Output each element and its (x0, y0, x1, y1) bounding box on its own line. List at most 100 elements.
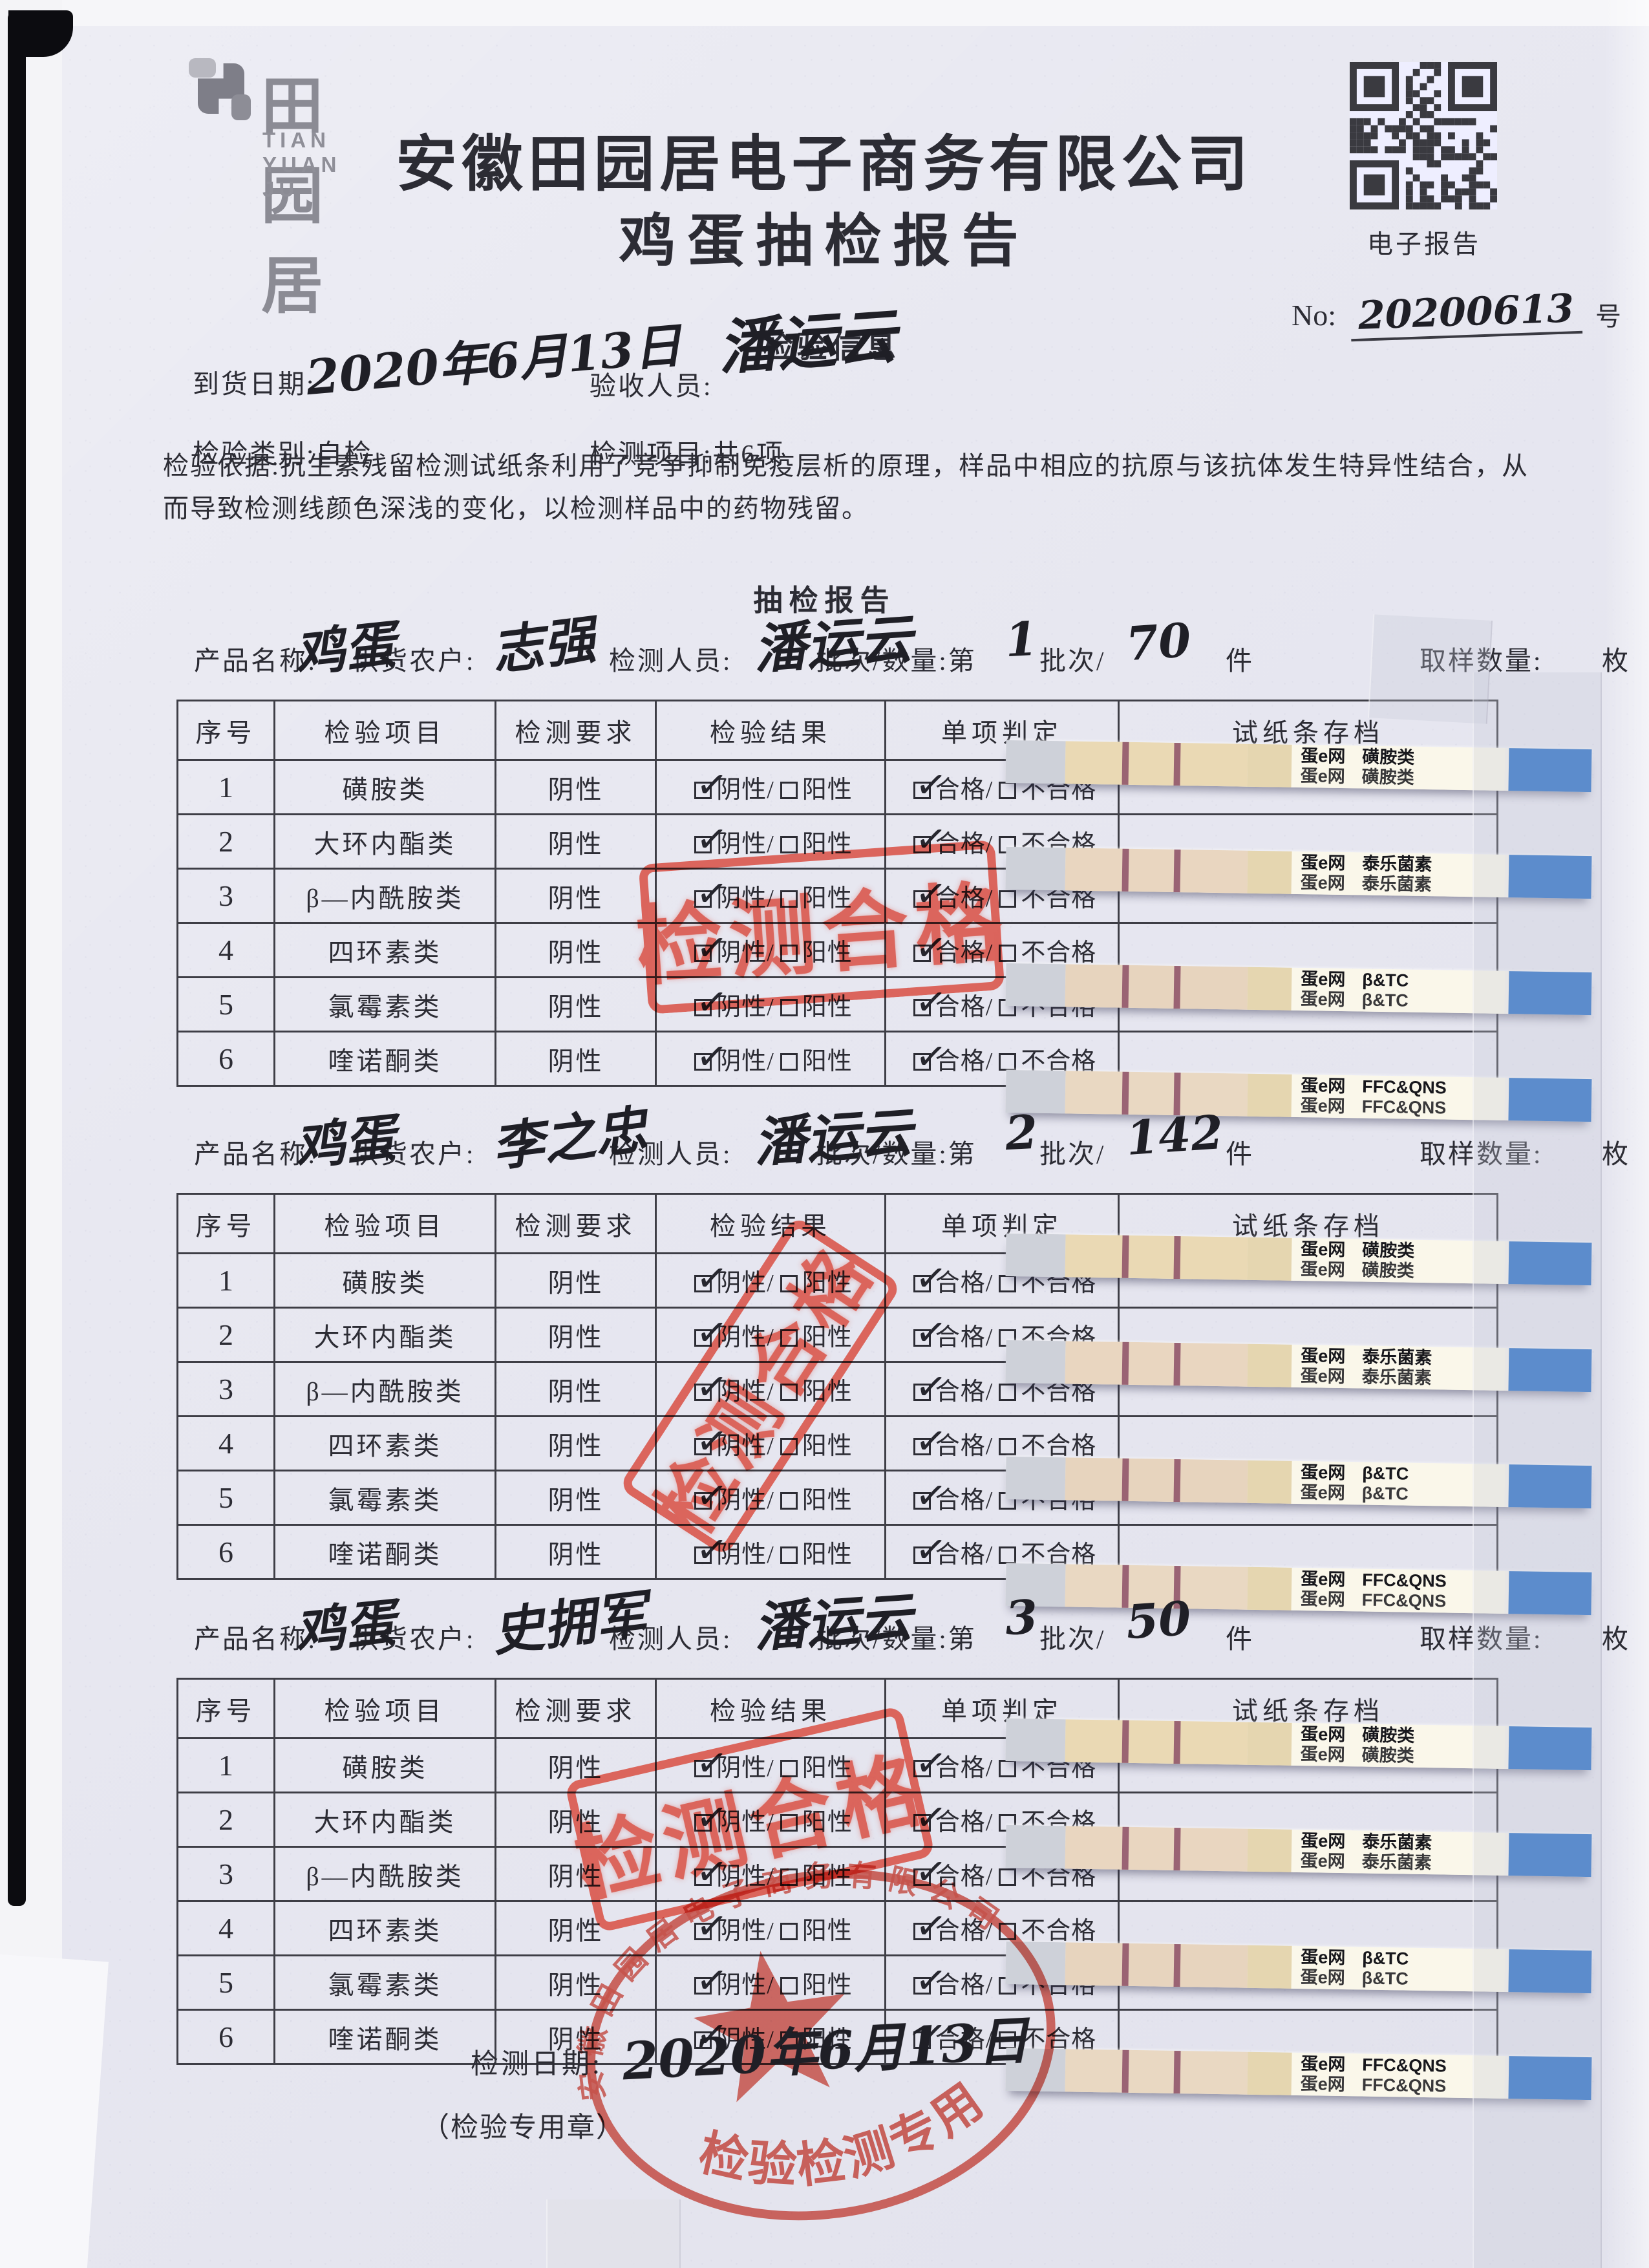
strip-archive-cell (1118, 2009, 1498, 2065)
page-title-company: 安徽田园居电子商务有限公司 (396, 131, 1253, 198)
checkbox-negative-checked (694, 1492, 712, 1510)
batch-section-3: 产品名称: 鸡蛋 供货农户: 史拥军 检测人员: 潘运云 批次/数量:第 3 批… (0, 1584, 1649, 2110)
inspector-signature: 潘运云 (751, 1101, 915, 1175)
result-positive-label: 阳性 (802, 831, 853, 858)
row-number: 6 (176, 1524, 275, 1580)
test-item-name: 磺胺类 (273, 1252, 496, 1309)
scan-shadow-left (8, 12, 26, 1906)
judge-pass-label: 合格/ (935, 1270, 994, 1297)
table-row: 6 喹诺酮类 阴性 阴性/阳性 合格/不合格 (176, 1031, 1498, 1087)
test-item-name: 磺胺类 (273, 759, 496, 815)
table-header-row: 序号 检验项目 检测要求 检验结果 单项判定 试纸条存档 (176, 1193, 1498, 1254)
report-number-value: 20200613 (1349, 285, 1582, 342)
requirement-value: 阴性 (495, 868, 657, 924)
inspector-label: 检测人员: (609, 1139, 732, 1169)
checkbox-fail (999, 945, 1017, 962)
judge-fail-label: 不合格 (1021, 1918, 1097, 1945)
checkbox-pass-checked (913, 999, 931, 1016)
result-cell: 阴性/阳性 (655, 1415, 886, 1471)
row-number: 4 (176, 922, 275, 978)
row-number: 2 (176, 813, 275, 870)
result-negative-label: 阴性/ (716, 994, 774, 1021)
result-negative-label: 阴性/ (716, 939, 774, 967)
result-cell: 阴性/阳性 (655, 868, 886, 924)
round-company-seal: 安徽田园居电子商务有限公司 检验检测专用章 (501, 1822, 1056, 2233)
result-negative-label: 阴性/ (716, 1048, 774, 1075)
batch-fields-line: 产品名称: 鸡蛋 供货农户: 李之忠 检测人员: 潘运云 批次/数量:第 2 批… (0, 1099, 1649, 1192)
test-item-name: β—内酰胺类 (273, 1361, 496, 1417)
judge-pass-label: 合格/ (935, 885, 994, 912)
row-number: 2 (176, 1307, 275, 1363)
checkbox-positive (780, 1053, 798, 1071)
test-item-name: 四环素类 (273, 1415, 496, 1471)
sample-unit-label: 枚 (1602, 646, 1630, 676)
checkbox-positive (780, 836, 798, 853)
col-header-requirement: 检测要求 (495, 700, 657, 761)
strip-archive-cell (1118, 1792, 1498, 1848)
result-positive-label: 阳性 (802, 1755, 853, 1782)
scan-edge-top (0, 0, 1649, 26)
strip-archive-cell (1118, 1470, 1498, 1526)
product-name-value: 鸡蛋 (292, 615, 399, 684)
inspection-item-count: 检测项目:共6项 (590, 439, 785, 469)
test-item-name: 喹诺酮类 (273, 1524, 496, 1580)
judge-pass-label: 合格/ (935, 1433, 994, 1460)
result-positive-label: 阳性 (802, 1378, 853, 1406)
judge-fail-label: 不合格 (1021, 1541, 1097, 1568)
checkbox-fail (999, 1492, 1017, 1510)
batch-quantity-value: 70 (1124, 612, 1193, 672)
result-cell: 阴性/阳性 (655, 813, 886, 870)
requirement-value: 阴性 (495, 1846, 657, 1902)
result-negative-label: 阴性/ (716, 776, 774, 804)
col-header-index: 序号 (176, 700, 275, 761)
test-item-name: 四环素类 (273, 1900, 496, 1956)
checkbox-negative-checked (694, 1546, 712, 1564)
row-number: 3 (176, 868, 275, 924)
pass-stamp: 检测合格 (633, 840, 1011, 1014)
judge-fail-label: 不合格 (1021, 776, 1097, 804)
checkbox-pass-checked (913, 1438, 931, 1455)
test-item-name: 氯霉素类 (273, 1470, 496, 1526)
table-row: 5 氯霉素类 阴性 阴性/阳性 合格/不合格 (176, 1470, 1498, 1526)
checkbox-pass-checked (913, 1760, 931, 1777)
requirement-value: 阴性 (495, 2009, 657, 2065)
checkbox-positive (780, 1546, 798, 1564)
table-row: 1 磺胺类 阴性 阴性/阳性 合格/不合格 (176, 759, 1498, 815)
checkbox-positive (780, 1977, 798, 1995)
checkbox-negative-checked (694, 1275, 712, 1292)
row-number: 3 (176, 1361, 275, 1417)
result-positive-label: 阳性 (802, 1809, 853, 1836)
arrival-date-label: 到货日期: (193, 369, 316, 399)
checkbox-positive (780, 1492, 798, 1510)
judgement-cell: 合格/不合格 (884, 1415, 1120, 1471)
result-cell: 阴性/阳性 (655, 1792, 886, 1848)
product-name-value: 鸡蛋 (292, 1593, 399, 1662)
result-negative-label: 阴性/ (716, 1324, 774, 1351)
col-header-item: 检验项目 (273, 1678, 496, 1739)
requirement-value: 阴性 (495, 1737, 657, 1793)
inspector-label: 检测人员: (609, 646, 732, 676)
result-positive-label: 阳性 (802, 1918, 853, 1945)
checkbox-pass-checked (913, 1053, 931, 1071)
result-positive-label: 阳性 (802, 1270, 853, 1297)
checkbox-positive (780, 1329, 798, 1347)
inspector-label: 检测人员: (609, 1624, 732, 1654)
test-date-label: 检测日期: (471, 2049, 602, 2080)
strip-archive-cell (1118, 1252, 1498, 1309)
result-negative-label: 阴性/ (716, 885, 774, 912)
judge-fail-label: 不合格 (1021, 831, 1097, 858)
strip-archive-cell (1118, 1846, 1498, 1902)
checkbox-negative-checked (694, 1760, 712, 1777)
batch-mid-label: 批次/ (1039, 1624, 1106, 1654)
judge-fail-label: 不合格 (1021, 939, 1097, 967)
result-positive-label: 阳性 (802, 994, 853, 1021)
product-name-label: 产品名称: (194, 1624, 317, 1654)
result-negative-label: 阴性/ (716, 1378, 774, 1406)
inspector-signature: 潘运云 (751, 608, 915, 681)
report-number-line: No: 20200613 号 (1292, 285, 1621, 342)
checkbox-fail (999, 1546, 1017, 1564)
test-item-name: 四环素类 (273, 922, 496, 978)
inspection-category: 检验类别:自检 (193, 439, 373, 469)
requirement-value: 阴性 (495, 813, 657, 870)
checkbox-negative-checked (694, 836, 712, 853)
